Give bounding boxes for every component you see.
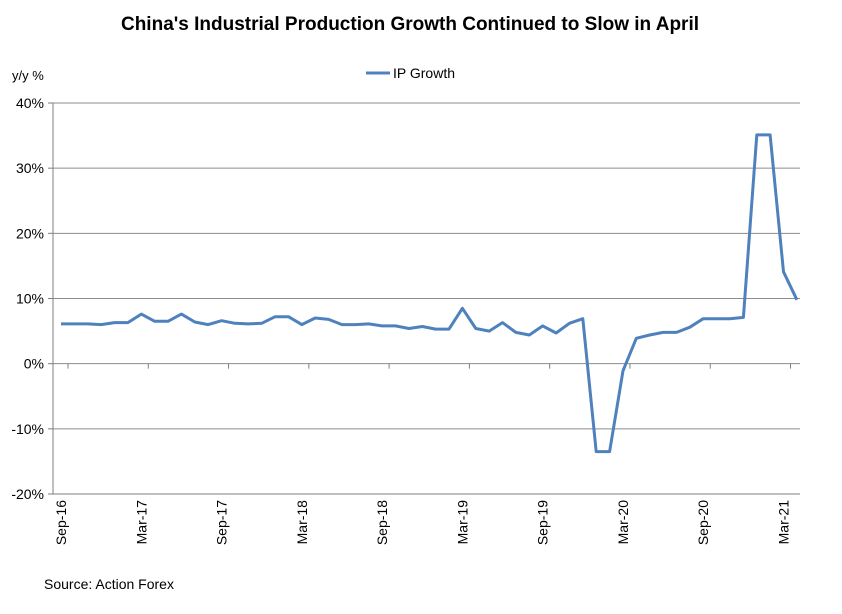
y-tick-label: -20% bbox=[11, 486, 44, 502]
source-note: Source: Action Forex bbox=[44, 576, 174, 592]
x-tick-label: Sep-19 bbox=[535, 500, 551, 545]
y-tick-label: 10% bbox=[16, 291, 44, 307]
x-tick-label: Mar-19 bbox=[454, 500, 470, 545]
x-tick-label: Sep-20 bbox=[695, 500, 711, 545]
series-layer bbox=[61, 133, 799, 454]
x-tick-label: Mar-17 bbox=[133, 500, 149, 545]
y-tick-label: 0% bbox=[24, 356, 44, 372]
y-axis-ticks: 40% 30% 20% 10% 0% -10% -20% bbox=[11, 95, 53, 502]
x-tick-label: Sep-17 bbox=[214, 500, 230, 545]
x-tick-label: Sep-16 bbox=[53, 500, 69, 545]
x-axis-ticks: Sep-16 Mar-17 Sep-17 Mar-18 Sep-18 Mar-19 Sep-… bbox=[53, 363, 792, 545]
y-tick-label: 40% bbox=[16, 95, 44, 111]
y-tick-label: 20% bbox=[16, 225, 44, 241]
chart-title: China's Industrial Production Growth Con… bbox=[120, 14, 699, 35]
y-tick-label: -10% bbox=[11, 421, 44, 437]
x-tick-label: Mar-21 bbox=[776, 500, 792, 545]
series-line-ip-growth bbox=[61, 133, 799, 454]
x-tick-label: Sep-18 bbox=[374, 500, 390, 545]
gridlines bbox=[53, 102, 800, 430]
legend: IP Growth bbox=[366, 65, 455, 81]
y-axis-label: y/y % bbox=[12, 68, 44, 83]
x-tick-label: Mar-20 bbox=[615, 500, 631, 545]
y-tick-label: 30% bbox=[16, 160, 44, 176]
legend-label-ip-growth: IP Growth bbox=[393, 65, 455, 81]
x-tick-label: Mar-18 bbox=[294, 500, 310, 545]
